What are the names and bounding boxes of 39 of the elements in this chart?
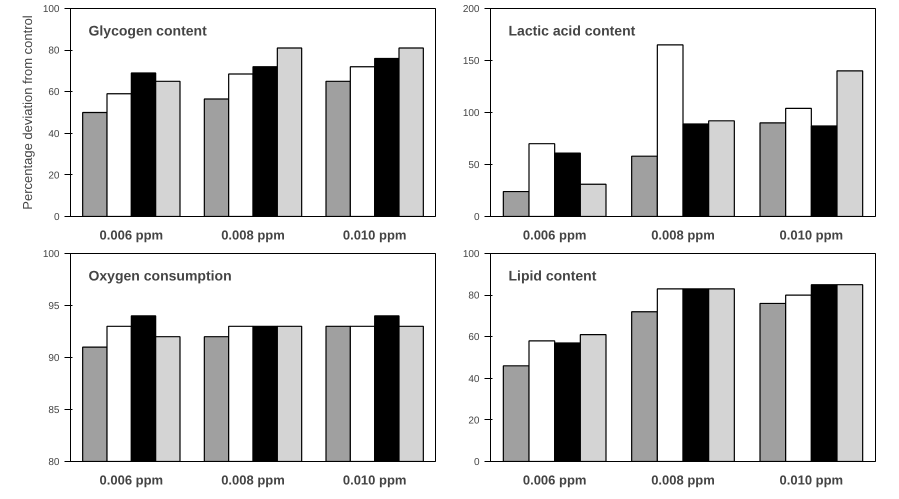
y-tick-label: 20 [48,170,60,182]
y-tick-label: 50 [468,160,480,171]
x-tick-label: 0.010 ppm [342,472,406,488]
x-tick-label: 0.008 ppm [221,228,285,242]
y-tick-label: 95 [48,301,60,312]
x-tick-label: 0.006 ppm [522,228,586,242]
y-tick-label: 60 [468,332,480,344]
text: Oxygen consumption [88,268,232,284]
y-tick-label: 200 [462,4,480,15]
y-tick-label: 80 [48,46,60,57]
x-tick-label: 0.008 ppm [651,472,715,488]
text: Glycogen content [88,22,208,38]
y-tick-label: 100 [462,249,480,260]
text: Lactic acid content [508,22,636,38]
y-tick-label: 100 [42,4,60,15]
x-tick-label: 0.008 ppm [221,472,285,488]
y-tick-label: 20 [468,415,480,426]
y-tick-label: 150 [462,56,480,67]
y-tick-label: 100 [462,108,480,119]
y-tick-label: 80 [48,457,60,468]
y-tick-label: 60 [48,87,60,98]
y-tick-label: 85 [48,405,60,416]
y-tick-label: 40 [468,374,480,385]
y-tick-label: 40 [48,128,60,140]
x-tick-label: 0.006 ppm [522,472,586,488]
y-axis-title: Percentage deviation from control [20,15,35,210]
x-tick-label: 0.010 ppm [342,228,406,242]
x-tick-label: 0.006 ppm [100,472,164,488]
y-tick-label: 90 [48,353,60,364]
y-tick-label: 0 [474,212,480,223]
x-tick-label: 0.010 ppm [780,472,844,488]
y-tick-label: 0 [54,212,60,223]
x-tick-label: 0.006 ppm [100,228,164,242]
x-tick-label: 0.010 ppm [780,228,844,242]
y-tick-label: 0 [474,457,480,468]
y-tick-label: 100 [42,249,60,260]
text: Lipid content [508,268,597,284]
x-tick-label: 0.008 ppm [651,228,715,242]
y-tick-label: 80 [468,290,480,302]
